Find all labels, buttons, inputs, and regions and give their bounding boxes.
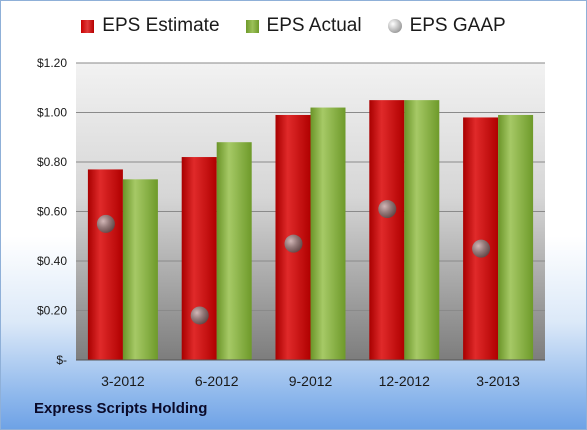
legend-item-eps-estimate: EPS Estimate bbox=[81, 15, 220, 37]
gaap-points bbox=[96, 200, 491, 325]
point-eps-gaap bbox=[378, 200, 397, 219]
bar-eps-actual bbox=[498, 114, 534, 360]
bar-eps-estimate bbox=[463, 117, 499, 360]
bar-eps-actual bbox=[216, 142, 252, 360]
x-tick-label: 9-2012 bbox=[289, 373, 333, 389]
legend-item-eps-gaap: EPS GAAP bbox=[387, 15, 506, 37]
y-tick-label: $1.00 bbox=[37, 106, 67, 120]
x-tick-label: 3-2013 bbox=[476, 373, 520, 389]
bar-eps-estimate bbox=[181, 157, 217, 360]
legend-swatch-eps-estimate bbox=[81, 19, 95, 33]
bars bbox=[87, 100, 534, 360]
y-tick-label: $0.80 bbox=[37, 155, 67, 169]
bar-eps-estimate bbox=[87, 169, 123, 360]
y-tick-label: $- bbox=[56, 353, 67, 367]
x-tick-label: 3-2012 bbox=[101, 373, 145, 389]
x-tick-label: 6-2012 bbox=[195, 373, 239, 389]
x-tick-label: 12-2012 bbox=[379, 373, 431, 389]
y-tick-label: $0.40 bbox=[37, 254, 67, 268]
legend: EPS Estimate EPS Actual EPS GAAP bbox=[1, 15, 586, 37]
legend-swatch-eps-actual bbox=[245, 19, 259, 33]
y-tick-label: $0.20 bbox=[37, 304, 67, 318]
bar-eps-actual bbox=[122, 179, 158, 360]
point-eps-gaap bbox=[284, 234, 303, 253]
point-eps-gaap bbox=[96, 214, 115, 233]
y-tick-label: $1.20 bbox=[37, 56, 67, 70]
legend-label-eps-gaap: EPS GAAP bbox=[409, 15, 506, 36]
bar-eps-actual bbox=[310, 107, 346, 360]
legend-swatch-eps-gaap bbox=[387, 19, 402, 33]
y-tick-label: $0.60 bbox=[37, 205, 67, 219]
legend-label-eps-actual: EPS Actual bbox=[266, 15, 362, 36]
point-eps-gaap bbox=[472, 239, 491, 258]
bar-eps-actual bbox=[404, 100, 440, 360]
y-axis-tick-labels: $- $0.20 $0.40 $0.60 $0.80 $1.00 $1.20 bbox=[37, 56, 67, 367]
point-eps-gaap bbox=[190, 306, 209, 325]
legend-item-eps-actual: EPS Actual bbox=[245, 15, 362, 37]
bar-eps-estimate bbox=[369, 100, 405, 360]
x-axis-tick-labels: 3-2012 6-2012 9-2012 12-2012 3-2013 bbox=[101, 373, 520, 389]
company-name: Express Scripts Holding bbox=[34, 400, 208, 417]
legend-label-eps-estimate: EPS Estimate bbox=[102, 15, 220, 36]
